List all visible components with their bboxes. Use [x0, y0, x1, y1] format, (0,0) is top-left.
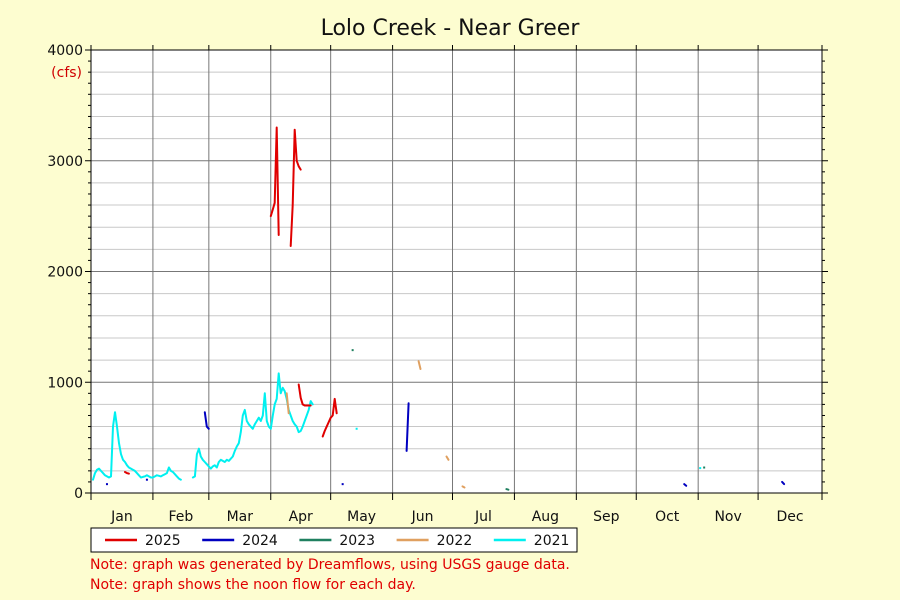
- series-line: [203, 411, 210, 430]
- data-point: [341, 483, 344, 486]
- x-tick-label: Apr: [289, 509, 313, 525]
- y-tick-label: 0: [74, 486, 83, 502]
- data-point: [105, 483, 108, 486]
- x-tick-label: Sep: [593, 509, 620, 525]
- series-line: [461, 485, 466, 489]
- y-tick-label: 2000: [47, 265, 83, 281]
- x-tick-label: Feb: [168, 509, 193, 525]
- series-line: [92, 411, 182, 481]
- legend-label-2024: 2024: [242, 533, 278, 549]
- data-point: [351, 349, 354, 352]
- series-line: [297, 383, 312, 407]
- data-point: [145, 478, 148, 481]
- x-tick-label: Mar: [227, 509, 254, 525]
- x-tick-label: Dec: [776, 509, 803, 525]
- series-line: [781, 480, 786, 486]
- series-line: [683, 483, 688, 487]
- series-2021: [92, 372, 702, 481]
- y-unit-label: (cfs): [51, 65, 82, 81]
- series-line: [417, 360, 422, 370]
- x-tick-label: May: [347, 509, 376, 525]
- data-point: [703, 466, 706, 469]
- y-tick-label: 3000: [47, 154, 83, 170]
- chart-title: Lolo Creek - Near Greer: [321, 16, 581, 41]
- grid: [91, 50, 822, 493]
- series-line: [124, 471, 130, 475]
- x-tick-label: Oct: [655, 509, 680, 525]
- series-2025: [124, 126, 338, 475]
- series-line: [289, 128, 302, 247]
- legend: 2025 2024 2023 2022 2021: [90, 527, 578, 553]
- legend-label-2021: 2021: [534, 533, 570, 549]
- x-tick-label: Aug: [532, 509, 559, 525]
- axis-layer: 0 1000 2000 3000 4000 Jan Feb Mar Apr May Jun Jul Au…: [47, 43, 828, 525]
- series-line: [285, 392, 290, 415]
- series-line: [191, 372, 314, 479]
- data-point: [355, 427, 358, 430]
- x-tick-label: Jan: [110, 509, 133, 525]
- series-2024: [105, 402, 786, 487]
- y-tick-label: 4000: [47, 43, 83, 59]
- series-line: [445, 455, 450, 461]
- legend-label-2025: 2025: [145, 533, 181, 549]
- series-line: [321, 397, 338, 438]
- legend-label-2023: 2023: [339, 533, 375, 549]
- note-noon-flow: Note: graph shows the noon flow for each…: [90, 577, 416, 593]
- data-point: [699, 467, 702, 470]
- series-layer: [92, 126, 786, 491]
- note-source: Note: graph was generated by Dreamflows,…: [90, 557, 570, 573]
- y-tick-label: 1000: [47, 375, 83, 391]
- series-line: [505, 488, 510, 491]
- legend-label-2022: 2022: [437, 533, 473, 549]
- x-tick-label: Jun: [411, 509, 434, 525]
- series-2023: [351, 349, 706, 491]
- x-tick-label: Nov: [714, 509, 741, 525]
- series-line: [405, 402, 410, 452]
- x-tick-label: Jul: [474, 509, 492, 525]
- series-line: [269, 126, 280, 236]
- series-2022: [285, 360, 466, 489]
